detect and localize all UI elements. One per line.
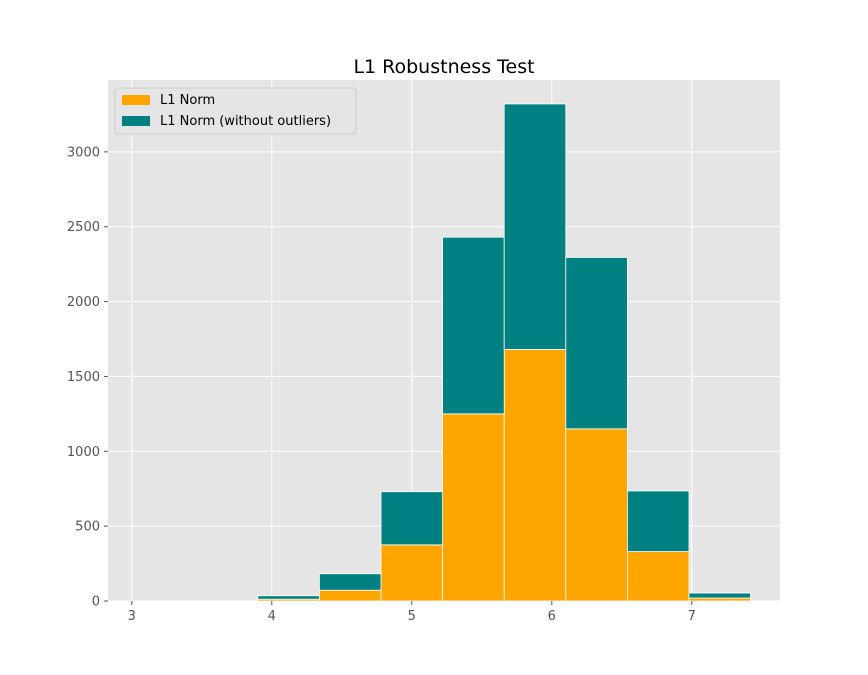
y-axis: 0 500 1000 1500 2000 2500 3000: [67, 145, 108, 610]
bar-l1-norm-5: [565, 428, 628, 602]
y-tick-label: 0: [92, 595, 100, 610]
legend-swatch-l1-norm: [122, 95, 150, 105]
bar-l1-norm-without-outliers-5: [565, 257, 628, 430]
bar-l1-norm-2: [380, 544, 443, 602]
y-tick-label: 1500: [67, 370, 100, 385]
legend-swatch-l1-norm-without-outliers: [122, 116, 150, 126]
y-tick-label: 500: [75, 520, 100, 535]
x-tick-label: 4: [268, 609, 276, 624]
bar-l1-norm-without-outliers-0: [257, 595, 320, 600]
chart-title: L1 Robustness Test: [353, 56, 534, 78]
bar-l1-norm-without-outliers-3: [442, 236, 505, 415]
legend: L1 Norm L1 Norm (without outliers): [114, 87, 357, 135]
y-tick-label: 3000: [67, 145, 100, 160]
legend-label-l1-norm-without-outliers: L1 Norm (without outliers): [160, 114, 331, 129]
bar-l1-norm-without-outliers-1: [318, 573, 382, 591]
y-tick-label: 1000: [67, 445, 100, 460]
x-tick-label: 6: [548, 609, 556, 624]
x-axis: 3 4 5 6 7: [128, 601, 696, 624]
bar-l1-norm-4: [503, 349, 567, 602]
x-tick-label: 7: [688, 609, 696, 624]
bar-l1-norm-without-outliers-7: [688, 592, 751, 599]
legend-label-l1-norm: L1 Norm: [160, 93, 215, 108]
bar-l1-norm-3: [442, 413, 505, 602]
bar-l1-norm-without-outliers-2: [380, 491, 443, 546]
legend-box: [114, 87, 357, 135]
bar-l1-norm-without-outliers-4: [503, 103, 567, 350]
bar-l1-norm-7: [688, 597, 751, 602]
x-tick-label: 5: [408, 609, 416, 624]
bar-l1-norm-without-outliers-6: [627, 490, 690, 552]
bar-l1-norm-6: [627, 551, 690, 602]
y-tick-label: 2500: [67, 220, 100, 235]
bar-l1-norm-1: [318, 589, 382, 602]
x-tick-label: 3: [128, 609, 136, 624]
y-tick-label: 2000: [67, 295, 100, 310]
bars: [257, 103, 751, 602]
